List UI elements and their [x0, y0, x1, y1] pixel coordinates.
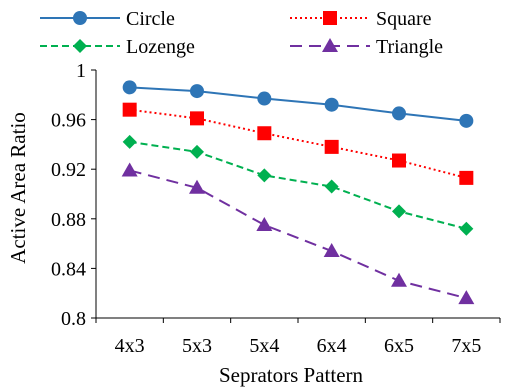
- series-line-triangle: [129, 169, 467, 300]
- x-axis-title: Seprators Pattern: [219, 363, 364, 387]
- y-tick-label: 0.96: [51, 110, 86, 132]
- series-triangle: [121, 162, 475, 305]
- data-point-square: [459, 170, 474, 185]
- data-point-triangle: [323, 243, 340, 258]
- x-tick-label: 6x5: [384, 335, 414, 357]
- data-point-triangle: [121, 162, 138, 177]
- series-group: [121, 80, 475, 305]
- data-point-circle: [257, 91, 272, 106]
- x-tick-label: 5x4: [249, 335, 279, 357]
- y-tick-label: 0.92: [51, 159, 86, 181]
- data-point-square: [257, 126, 272, 141]
- data-point-circle: [190, 84, 204, 99]
- data-point-lozenge: [190, 144, 204, 159]
- data-point-circle: [122, 80, 137, 95]
- series-circle: [122, 80, 474, 128]
- x-tick-label: 4x3: [115, 335, 145, 357]
- legend-label-circle: Circle: [126, 8, 175, 30]
- legend-marker-lozenge: [73, 39, 87, 53]
- data-point-lozenge: [392, 204, 406, 219]
- x-tick-label: 5x3: [182, 335, 212, 357]
- legend: Circle Square Lozenge Triangle: [40, 8, 443, 58]
- y-tick-label: 1: [76, 60, 86, 82]
- legend-label-lozenge: Lozenge: [126, 36, 195, 58]
- data-point-triangle: [189, 179, 205, 194]
- legend-label-triangle: Triangle: [376, 36, 443, 58]
- axes: 0.8 0.84 0.88 0.92 0.96 1 4x3 5x3 5x4 6x4 6x5 7x5: [51, 60, 501, 357]
- data-point-lozenge: [324, 179, 339, 194]
- data-point-lozenge: [122, 134, 137, 149]
- legend-item-square: Square: [290, 8, 432, 30]
- data-point-square: [392, 153, 406, 168]
- data-point-triangle: [391, 272, 407, 287]
- series-square: [122, 102, 474, 185]
- legend-marker-square: [323, 11, 337, 25]
- data-point-square: [190, 111, 204, 126]
- x-tick-label: 7x5: [451, 335, 481, 357]
- legend-label-square: Square: [376, 8, 432, 30]
- x-tick-label: 6x4: [317, 335, 347, 357]
- data-point-lozenge: [459, 221, 474, 236]
- y-tick-label: 0.8: [61, 308, 86, 330]
- series-line-square: [129, 108, 467, 179]
- legend-item-triangle: Triangle: [290, 36, 443, 58]
- data-point-lozenge: [257, 168, 272, 183]
- data-point-square: [122, 102, 137, 117]
- series-line-circle: [129, 86, 467, 122]
- data-point-square: [324, 139, 339, 154]
- y-tick-label: 0.84: [51, 258, 86, 280]
- y-tick-label: 0.88: [51, 209, 86, 231]
- data-point-circle: [392, 106, 406, 121]
- legend-marker-circle: [73, 11, 87, 25]
- y-axis-title: Active Area Ratio: [6, 112, 30, 264]
- data-point-triangle: [458, 290, 475, 305]
- legend-item-circle: Circle: [40, 8, 175, 30]
- series-line-lozenge: [129, 140, 467, 230]
- series-lozenge: [122, 134, 474, 236]
- data-point-circle: [459, 113, 474, 128]
- data-point-circle: [324, 97, 339, 112]
- data-point-triangle: [256, 217, 273, 231]
- legend-marker-triangle: [322, 38, 338, 52]
- legend-item-lozenge: Lozenge: [40, 36, 195, 58]
